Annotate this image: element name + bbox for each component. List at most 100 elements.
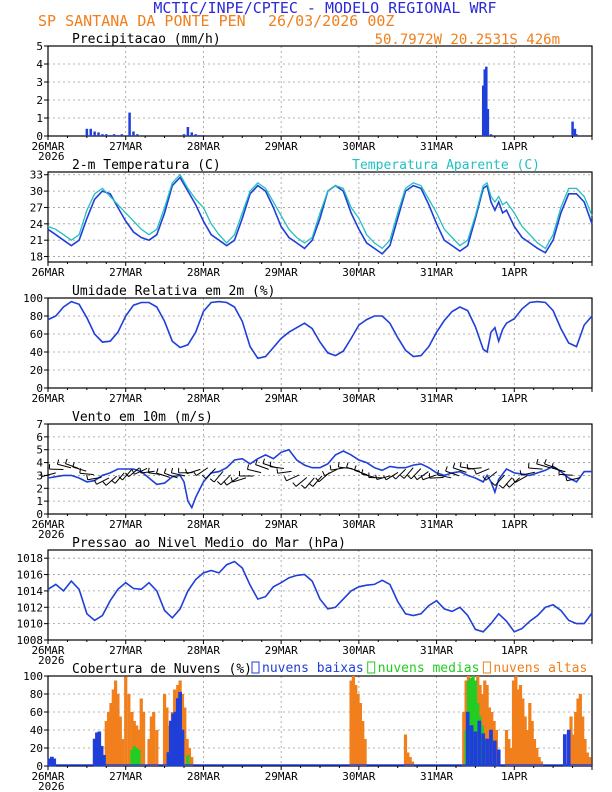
wind-barb: [383, 475, 387, 481]
wind-barb: [467, 467, 482, 470]
wind-barb: [536, 463, 551, 469]
cloud-bar: [525, 730, 530, 766]
wind-barb: [566, 477, 581, 482]
cloud-bar: [127, 694, 131, 766]
cloud-bar: [566, 729, 571, 767]
wind-barb: [519, 470, 522, 476]
panel-humidity: 0 20 40 60 80 100 26MAR 27MAR 28MAR 29MAR 30MAR 31M…: [23, 284, 593, 405]
x-tick-label: 27MAR: [109, 770, 142, 783]
chart-title: MCTIC/INPE/CPTEC - MODELO REGIONAL WRF: [153, 0, 496, 17]
wind-barb: [437, 469, 440, 476]
wind-barb: [156, 468, 159, 474]
precip-bar: [112, 134, 116, 136]
panel-title: Pressao ao Nivel Medio do Mar (hPa): [72, 536, 346, 551]
y-tick-label: 1014: [17, 585, 44, 598]
wind-barb: [512, 477, 516, 483]
cloud-bar: [485, 738, 489, 767]
x-tick-label: 31MAR: [420, 140, 453, 153]
cloud-bar: [408, 757, 412, 766]
cloud-bar: [361, 721, 365, 766]
x-tick-label: 30MAR: [342, 518, 375, 531]
run-label: 26/03/2026 00Z: [268, 12, 394, 30]
y-tick-label: 20: [30, 742, 43, 755]
y-tick-label: 0: [36, 760, 43, 773]
cloud-bar: [180, 729, 185, 767]
cloud-bar: [403, 734, 408, 766]
wind-barb: [269, 466, 284, 470]
wind-barb: [72, 466, 87, 472]
wind-barb: [502, 477, 513, 489]
cloud-bar: [477, 720, 482, 767]
cloud-bar: [118, 716, 122, 766]
series-line: [47, 560, 593, 633]
wind-barb: [452, 463, 456, 469]
precip-bar: [101, 134, 104, 136]
cloud-bar: [465, 711, 470, 767]
cloud-bar: [521, 698, 525, 766]
cloud-bar: [358, 703, 363, 766]
wind-barb: [205, 468, 216, 479]
precip-bar: [116, 135, 120, 136]
cloud-bar: [469, 677, 473, 766]
cloud-bar: [114, 680, 118, 766]
cloud-bar: [473, 731, 478, 767]
y-tick-label: 1008: [17, 634, 44, 647]
legend-label: nuvens baixas: [262, 661, 364, 676]
wind-barb: [459, 461, 462, 467]
x-tick-label: 30MAR: [342, 644, 375, 657]
wind-barb: [57, 463, 72, 469]
legend-label: nuvens altas: [493, 661, 587, 676]
wind-barb: [407, 475, 412, 480]
precip-bar: [120, 134, 124, 136]
precip-bar: [85, 128, 89, 136]
wind-barb: [114, 472, 125, 484]
cloud-bar: [354, 685, 358, 766]
wind-barb: [269, 461, 272, 467]
wind-barb: [429, 477, 444, 479]
precip-bar: [89, 128, 92, 136]
x-tick-label: 31MAR: [420, 644, 453, 657]
wind-barb: [544, 463, 558, 470]
plot-frame: [47, 675, 593, 767]
cloud-bar: [489, 729, 493, 767]
y-tick-label: 40: [30, 724, 43, 737]
y-tick-label: 5: [36, 40, 43, 53]
cloud-bar: [585, 752, 589, 766]
y-tick-label: 33: [30, 169, 43, 182]
cloud-bar: [134, 725, 139, 766]
x-tick-label: 29MAR: [265, 644, 298, 657]
y-tick-label: 100: [23, 670, 43, 683]
plot-frame: [47, 423, 593, 515]
wind-barb: [163, 468, 167, 474]
wind-barb: [413, 475, 418, 481]
cloud-bar: [349, 680, 353, 766]
wind-barb: [528, 467, 543, 470]
cloud-bar: [509, 748, 513, 766]
cloud-bar: [469, 725, 474, 767]
wind-barb: [485, 471, 498, 481]
x-tick-label: 26MAR: [31, 140, 64, 153]
wind-barb: [164, 472, 178, 479]
y-tick-label: 100: [23, 292, 43, 305]
x-tick-label: 1APR: [501, 770, 528, 783]
wind-barb: [156, 472, 170, 478]
x-tick-label: 28MAR: [187, 266, 220, 279]
cloud-bar: [496, 749, 501, 767]
wind-barb: [324, 468, 338, 477]
wind-barb: [295, 477, 308, 487]
cloud-bar: [483, 680, 487, 766]
y-tick-label: 0: [36, 130, 43, 143]
y-tick-label: 0: [36, 508, 43, 521]
cloud-bar: [507, 739, 511, 766]
cloud-bar: [571, 734, 575, 766]
wind-barb: [376, 475, 391, 481]
wind-barb: [195, 467, 209, 477]
wind-barb: [283, 476, 287, 482]
wind-barb: [491, 481, 496, 486]
wind-barb: [410, 468, 422, 480]
cloud-bar: [485, 685, 489, 766]
wind-barb: [246, 464, 250, 470]
wind-barb: [391, 475, 396, 480]
y-tick-label: 18: [30, 251, 43, 264]
